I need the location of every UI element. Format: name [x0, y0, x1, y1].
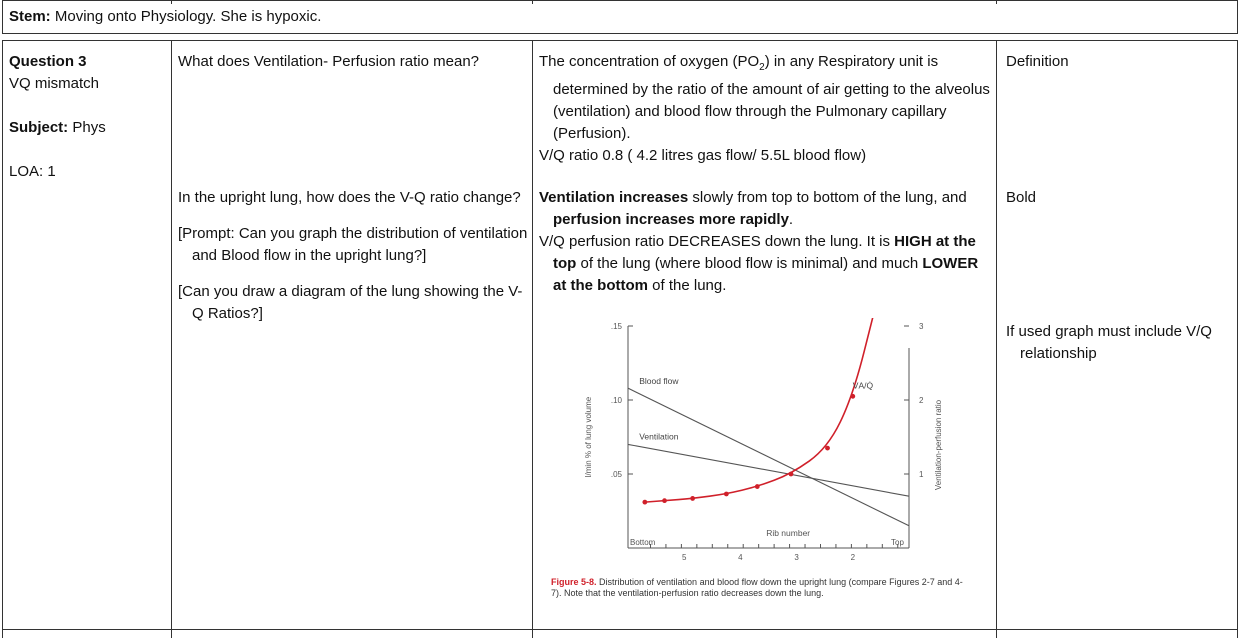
questions-cell: What does Ventilation- Perfusion ratio m… [178, 51, 528, 73]
va-q-point [723, 491, 729, 497]
y-tick-label: .10 [611, 396, 623, 405]
x-tick-label: 5 [682, 553, 687, 562]
va-q-point [662, 498, 667, 504]
x-end-label-bottom: Bottom [630, 538, 656, 547]
stem-row: Stem: Moving onto Physiology. She is hyp… [2, 0, 1238, 34]
answer-1-ratio: V/Q ratio 0.8 ( 4.2 litres gas flow/ 5.5… [539, 147, 867, 164]
y2-tick-label: 1 [919, 470, 924, 479]
divider [171, 0, 172, 4]
figure-caption-text: Distribution of ventilation and blood fl… [551, 577, 963, 598]
column-divider [532, 40, 533, 638]
va-q-point [825, 445, 830, 451]
question-title: Question 3 [9, 53, 87, 70]
chart-labels: .15 .10 .05 3 2 1 5 4 3 2 Rib number Bottom Top l/min… [584, 322, 943, 562]
chart-series [627, 318, 910, 527]
va-q-point [754, 484, 760, 489]
vq-distribution-chart: .15 .10 .05 3 2 1 5 4 3 2 Rib number Bottom Top l/min… [584, 318, 943, 562]
subject-label: Subject: [9, 119, 69, 136]
stem-label: Stem: [9, 8, 51, 25]
x-axis-label: Rib number [766, 528, 810, 538]
divider [996, 0, 997, 4]
x-tick-label: 3 [794, 553, 799, 562]
chart-axes [627, 325, 910, 549]
x-tick-label: 2 [851, 553, 856, 562]
va-q-point [690, 496, 696, 501]
answers-cell: The concentration of oxygen (PO2) in any… [539, 51, 991, 167]
prompt-2: [Can you draw a diagram of the lung show… [178, 283, 523, 322]
figure-caption: Figure 5-8. Distribution of ventilation … [551, 577, 971, 598]
table-bottom-border [2, 629, 1238, 630]
loa-label: LOA: 1 [9, 163, 56, 180]
figure-caption-label: Figure 5-8. [551, 577, 597, 587]
x-tick-label: 4 [738, 553, 743, 562]
column-divider [996, 40, 997, 638]
answer-2: Ventilation increases slowly from top to… [539, 189, 967, 228]
x-end-label-top: Top [891, 538, 904, 547]
question-2: In the upright lung, how does the V-Q ra… [178, 189, 521, 206]
y-tick-label: .05 [611, 470, 623, 479]
va-q-point [642, 499, 648, 505]
column-divider [171, 40, 172, 638]
series-label: V̇A/Q̇ [853, 380, 874, 390]
divider [532, 0, 533, 4]
series-label: Ventilation [639, 431, 678, 441]
note-graph: If used graph must include V/Q relations… [1006, 323, 1212, 362]
stem-text: Moving onto Physiology. She is hypoxic. [50, 8, 322, 25]
va-q-point [788, 471, 794, 477]
question-1: What does Ventilation- Perfusion ratio m… [178, 53, 480, 70]
va-q-point [850, 393, 856, 399]
notes-cell: Definition [1006, 51, 1234, 73]
notes-cell-3: If used graph must include V/Q relations… [1006, 321, 1234, 365]
series-line-va-q [644, 318, 874, 503]
answer-3: V/Q perfusion ratio DECREASES down the l… [539, 233, 979, 294]
question-topic: VQ mismatch [9, 75, 100, 92]
question-table [2, 40, 1238, 638]
questions-cell-2: In the upright lung, how does the V-Q ra… [178, 187, 528, 325]
y-axis-label: l/min % of lung volume [584, 396, 593, 477]
series-line-ventilation [627, 443, 910, 497]
prompt-1: [Prompt: Can you graph the distribution … [178, 225, 528, 264]
y2-tick-label: 3 [919, 322, 924, 331]
series-label: Blood flow [639, 376, 679, 386]
answers-cell-2: Ventilation increases slowly from top to… [539, 187, 994, 297]
series-line-blood-flow [627, 387, 910, 527]
y-tick-label: .15 [611, 322, 623, 331]
subject-value: Phys [68, 119, 106, 136]
y2-axis-label: Ventilation-perfusion ratio [934, 399, 943, 490]
question-info-cell: Question 3 VQ mismatch Subject: Phys LOA… [9, 51, 167, 183]
y2-tick-label: 2 [919, 396, 924, 405]
note-bold: Bold [1006, 189, 1037, 206]
answer-1: The concentration of oxygen (PO2) in any… [539, 53, 990, 142]
notes-cell-2: Bold [1006, 187, 1234, 209]
note-definition: Definition [1006, 53, 1069, 70]
